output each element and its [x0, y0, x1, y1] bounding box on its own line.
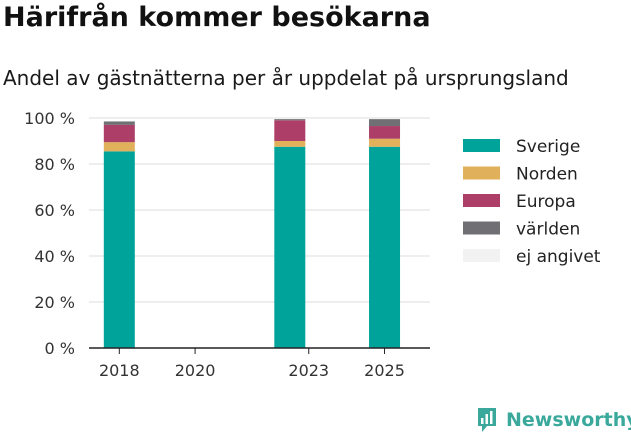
- x-tick-label: 2020: [175, 361, 216, 380]
- bar-segment-sverige: [103, 151, 135, 348]
- legend-swatch: [463, 139, 500, 152]
- brand-name: Newsworthy: [506, 409, 631, 431]
- bar-segment-norden: [103, 142, 135, 152]
- legend-swatch: [463, 166, 500, 180]
- y-tick-label: 100 %: [24, 109, 75, 128]
- bar-segment-världen: [369, 119, 401, 127]
- legend-label: ej angivet: [516, 247, 601, 267]
- bar-segment-sverige: [369, 146, 401, 348]
- bar-segment-norden: [274, 141, 306, 147]
- y-tick-label: 60 %: [34, 201, 75, 220]
- bar-segment-sverige: [274, 146, 306, 348]
- legend-label: Norden: [516, 165, 578, 185]
- bar-segment-världen: [274, 119, 306, 121]
- y-tick-label: 80 %: [34, 155, 75, 174]
- x-tick-label: 2023: [288, 361, 329, 380]
- bar-segment-europa: [274, 120, 306, 141]
- legend-label: Europa: [516, 192, 576, 212]
- chart-title: Härifrån kommer besökarna: [3, 2, 431, 33]
- y-tick-label: 40 %: [34, 247, 75, 266]
- newsworthy-logo-icon: [476, 406, 498, 434]
- brand-logo: Newsworthy: [476, 406, 631, 434]
- y-tick-label: 0 %: [45, 339, 75, 358]
- legend-label: Sverige: [516, 137, 580, 157]
- x-axis-ticks: 2018 2020 2023 2025: [99, 348, 405, 380]
- legend-swatch: [463, 221, 500, 235]
- x-tick-label: 2025: [364, 361, 405, 380]
- bars: [103, 119, 401, 348]
- legend-swatch: [463, 249, 500, 262]
- y-tick-label: 20 %: [34, 293, 75, 312]
- bar-segment-europa: [369, 126, 401, 139]
- bar-segment-norden: [369, 138, 401, 147]
- x-tick-label: 2018: [99, 361, 140, 380]
- y-axis-ticks: 0 % 20 % 40 % 60 % 80 % 100 %: [24, 109, 75, 358]
- bar-segment-världen: [103, 121, 135, 125]
- chart-subtitle: Andel av gästnätterna per år uppdelat på…: [3, 66, 569, 90]
- legend-swatch: [463, 194, 500, 207]
- legend-label: världen: [516, 220, 580, 240]
- legend: Sverige Norden Europa världen ej angivet: [463, 137, 601, 267]
- bar-segment-europa: [103, 124, 135, 143]
